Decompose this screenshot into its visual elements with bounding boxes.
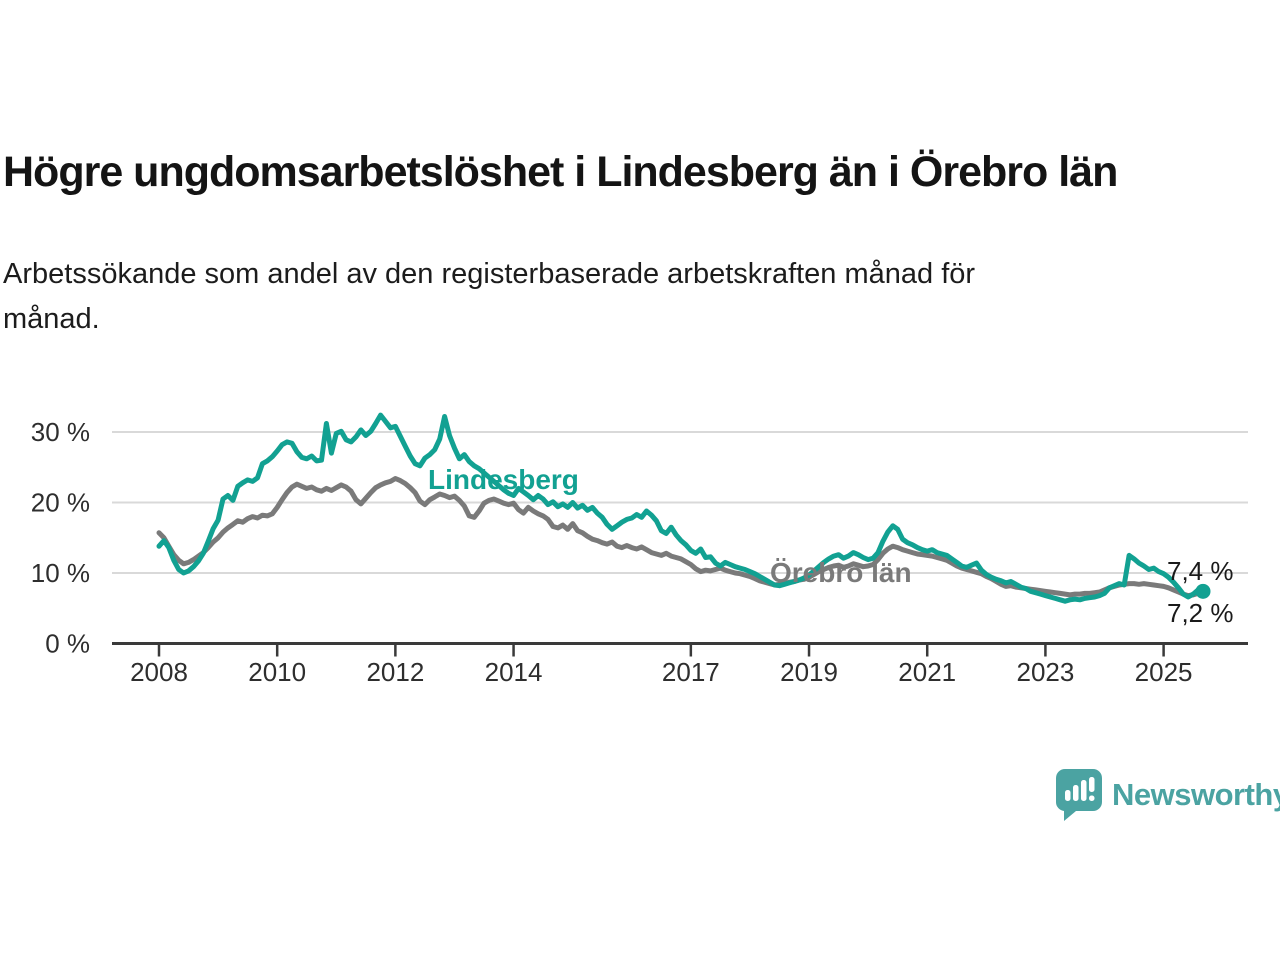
y-tick-label: 20 % [31,488,90,518]
page-subtitle: Arbetssökande som andel av den registerb… [3,252,1223,342]
end-point-marker [1195,583,1211,599]
series-label-orebro: Örebro län [770,557,912,588]
x-tick-label: 2017 [662,657,720,687]
x-tick-label: 2014 [485,657,543,687]
newsworthy-branding: Newsworthy [1056,769,1280,821]
x-tick-label: 2019 [780,657,838,687]
logo-bar-medium [1073,785,1079,801]
x-tick-label: 2023 [1016,657,1074,687]
page-title: Högre ungdomsarbetslöshet i Lindesberg ä… [3,148,1118,196]
newsworthy-logo-icon [1056,769,1102,821]
logo-bar-small [1065,790,1071,801]
x-tick-label: 2012 [366,657,424,687]
y-tick-label: 10 % [31,558,90,588]
brand-wordmark: Newsworthy [1112,777,1280,812]
subtitle-line-2: månad. [3,303,100,335]
y-tick-label: 30 % [31,417,90,447]
logo-exclamation-stem [1089,777,1095,792]
x-tick-label: 2021 [898,657,956,687]
logo-exclamation-dot [1089,795,1095,801]
logo-speech-bubble [1056,769,1102,821]
y-tick-label: 0 % [45,629,90,659]
x-tick-label: 2008 [130,657,188,687]
subtitle-line-1: Arbetssökande som andel av den registerb… [3,258,976,290]
end-value-label-lindesberg: 7,4 % [1167,556,1234,586]
chart-layer: 0 % 10 % 20 % 30 % 2008 2010 2012 2014 2017 2019 2… [31,412,1248,687]
x-tick-label: 2010 [248,657,306,687]
series-label-lindesberg: Lindesberg [428,464,579,495]
series-line-lindesberg [156,412,1206,604]
x-tick-label: 2025 [1135,657,1193,687]
end-value-label-orebro: 7,2 % [1167,598,1234,628]
logo-bar-large [1081,780,1087,801]
